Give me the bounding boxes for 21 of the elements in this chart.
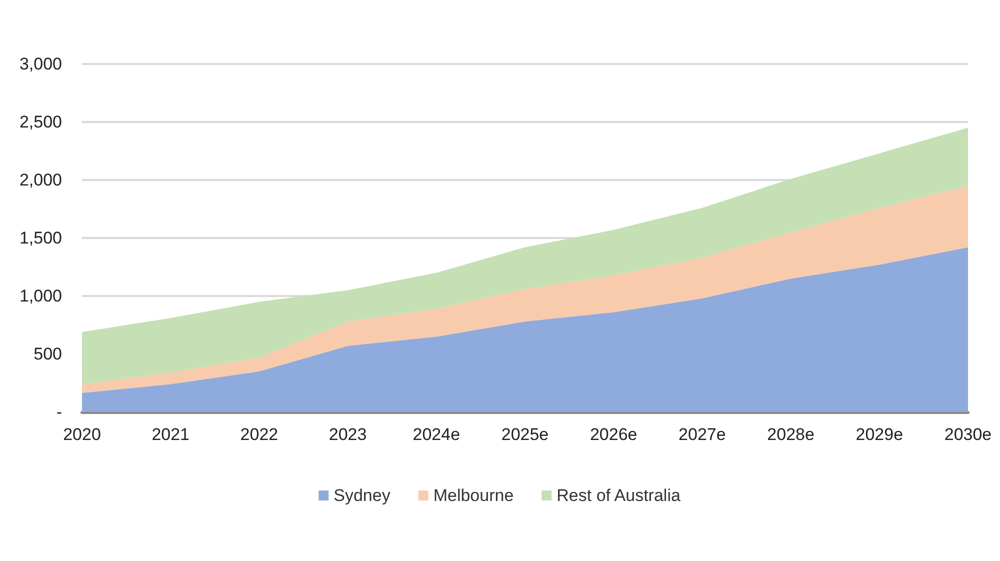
y-tick-label: 500 bbox=[34, 344, 62, 364]
y-tick-label: 3,000 bbox=[19, 54, 62, 74]
x-tick-label: 2025e bbox=[501, 425, 549, 444]
legend-label: Rest of Australia bbox=[556, 486, 681, 505]
y-tick-label: 1,000 bbox=[19, 286, 62, 306]
y-tick-label: 1,500 bbox=[19, 228, 62, 248]
x-tick-label: 2021 bbox=[152, 425, 190, 444]
x-tick-label: 2027e bbox=[678, 425, 726, 444]
x-tick-label: 2029e bbox=[856, 425, 904, 444]
y-tick-label: 2,000 bbox=[19, 170, 62, 190]
y-tick-label: - bbox=[56, 402, 62, 422]
x-tick-label: 2028e bbox=[767, 425, 814, 444]
x-tick-label: 2022 bbox=[240, 425, 278, 444]
x-tick-label: 2024e bbox=[412, 425, 460, 444]
x-tick-label: 2020 bbox=[63, 425, 101, 444]
legend-label: Melbourne bbox=[433, 486, 514, 505]
y-tick-label: 2,500 bbox=[19, 112, 62, 132]
legend-label: Sydney bbox=[334, 486, 391, 505]
x-tick-label: 2030e bbox=[944, 425, 992, 444]
x-tick-label: 2026e bbox=[590, 425, 638, 444]
x-tick-label: 2023 bbox=[328, 425, 367, 444]
